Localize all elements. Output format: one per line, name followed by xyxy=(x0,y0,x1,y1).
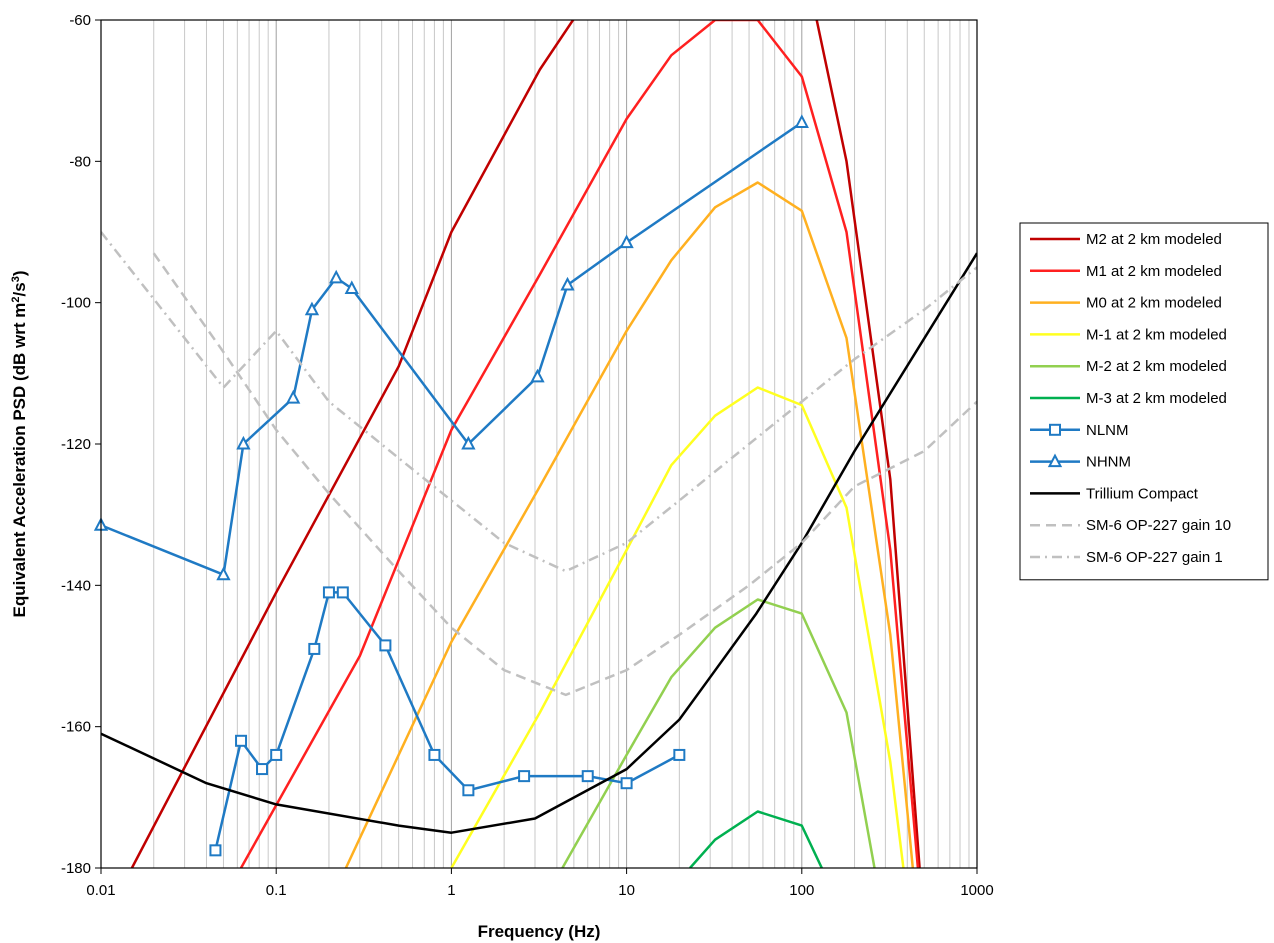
x-axis-title: Frequency (Hz) xyxy=(478,922,601,941)
x-tick-label: 1000 xyxy=(960,882,993,899)
legend-label: SM-6 OP-227 gain 10 xyxy=(1086,517,1231,534)
series-line-4 xyxy=(561,598,876,868)
data-point xyxy=(581,770,594,783)
data-point xyxy=(256,763,269,776)
data-point xyxy=(518,770,531,783)
data-point xyxy=(344,280,359,295)
series-line-1 xyxy=(239,20,920,868)
data-point xyxy=(329,269,344,284)
legend-box xyxy=(1019,222,1269,581)
legend-label: SM-6 OP-227 gain 1 xyxy=(1086,549,1223,566)
series-line-7 xyxy=(101,121,803,576)
y-tick-label: -80 xyxy=(69,153,91,170)
data-point xyxy=(235,734,248,747)
data-point xyxy=(379,639,392,652)
data-point xyxy=(673,748,686,761)
series-line-0 xyxy=(130,20,921,868)
data-point xyxy=(462,784,475,797)
legend-marker xyxy=(1049,423,1061,436)
data-point xyxy=(216,566,231,581)
series-line-2 xyxy=(344,181,915,868)
data-point xyxy=(461,435,476,450)
y-tick-label: -60 xyxy=(69,12,91,29)
y-tick-label: -140 xyxy=(61,577,91,594)
legend-label: M-1 at 2 km modeled xyxy=(1086,326,1227,343)
plot-frame xyxy=(100,19,978,869)
legend: M2 at 2 km modeled M1 at 2 km modeled M0 a… xyxy=(1019,222,1269,581)
y-tick-label: -180 xyxy=(61,860,91,877)
y-tick-label: -160 xyxy=(61,719,91,736)
series-line-3 xyxy=(450,386,905,868)
data-point xyxy=(286,389,301,404)
series-lines xyxy=(93,20,977,868)
grid xyxy=(100,20,978,868)
legend-label: NLNM xyxy=(1086,422,1129,439)
legend-label: M2 at 2 km modeled xyxy=(1086,231,1222,248)
legend-label: M1 at 2 km modeled xyxy=(1086,263,1222,280)
y-tick-label: -100 xyxy=(61,295,91,312)
data-point xyxy=(322,586,335,599)
data-point xyxy=(270,748,283,761)
legend-marker xyxy=(1047,453,1063,468)
series-line-8 xyxy=(101,252,977,834)
legend-label: M-3 at 2 km modeled xyxy=(1086,390,1227,407)
data-point xyxy=(209,844,222,857)
data-point xyxy=(336,586,349,599)
series-line-5 xyxy=(689,810,823,868)
legend-label: M0 at 2 km modeled xyxy=(1086,295,1222,312)
data-point xyxy=(236,435,251,450)
axes: 0.01 0.1 1 10 100 1000 -60 -80 -100 -120 -140 -160 -… xyxy=(61,12,994,899)
x-tick-label: 10 xyxy=(618,882,635,899)
series-line-9 xyxy=(152,252,977,697)
y-tick-label: -120 xyxy=(61,436,91,453)
data-point xyxy=(304,301,320,316)
legend-label: Trillium Compact xyxy=(1086,485,1199,502)
data-point xyxy=(560,276,575,291)
x-tick-label: 1 xyxy=(447,882,455,899)
data-point xyxy=(308,642,321,655)
x-tick-label: 100 xyxy=(789,882,814,899)
legend-label: M-2 at 2 km modeled xyxy=(1086,358,1227,375)
x-tick-label: 0.1 xyxy=(266,882,287,899)
legend-label: NHNM xyxy=(1086,454,1131,471)
data-point xyxy=(530,368,545,383)
data-point xyxy=(428,748,441,761)
x-tick-label: 0.01 xyxy=(86,882,115,899)
data-point xyxy=(794,114,809,128)
data-point xyxy=(619,234,634,249)
data-point xyxy=(620,777,633,790)
series-line-10 xyxy=(101,231,977,573)
y-axis-title: Equivalent Acceleration PSD (dB wrt m2/s… xyxy=(10,271,29,618)
